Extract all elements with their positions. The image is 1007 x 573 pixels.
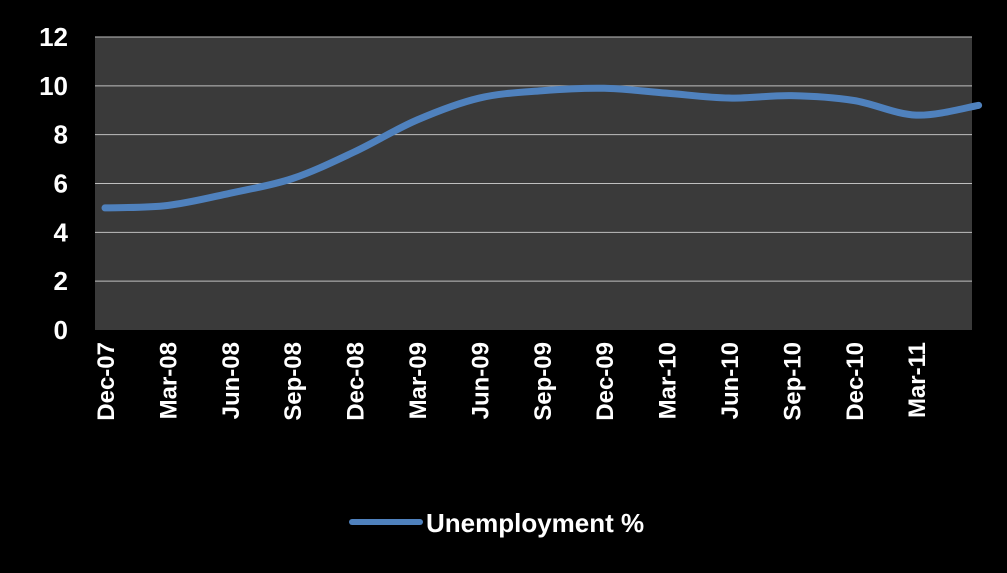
y-tick-label: 2 [54, 266, 68, 296]
x-tick-label: Mar-09 [405, 342, 432, 419]
x-axis-tick-labels: Dec-07 Mar-08 Jun-08 Sep-08 Dec-08 Mar-09 Jun-… [93, 342, 931, 421]
x-tick-label: Jun-09 [467, 342, 494, 419]
y-tick-label: 4 [54, 217, 69, 247]
x-tick-label: Dec-08 [343, 342, 370, 421]
x-tick-label: Mar-10 [655, 342, 682, 419]
x-tick-label: Mar-11 [904, 342, 931, 418]
x-tick-label: Dec-09 [592, 342, 619, 421]
x-tick-label: Dec-10 [842, 342, 869, 421]
y-axis-tick-labels: 0 2 4 6 8 10 12 [39, 22, 68, 345]
x-tick-label: Mar-08 [155, 342, 182, 419]
y-tick-label: 6 [54, 169, 68, 199]
legend-label-unemployment: Unemployment % [426, 508, 644, 538]
x-tick-label: Jun-10 [717, 342, 744, 419]
x-tick-label: Jun-08 [218, 342, 245, 419]
x-tick-label: Sep-09 [530, 342, 557, 421]
x-tick-label: Dec-07 [93, 342, 120, 421]
y-tick-label: 10 [39, 71, 68, 101]
y-tick-label: 8 [54, 120, 68, 150]
y-tick-label: 0 [54, 315, 68, 345]
legend: Unemployment % [352, 508, 644, 538]
y-tick-label: 12 [39, 22, 68, 52]
x-tick-label: Sep-10 [779, 342, 806, 421]
x-tick-label: Sep-08 [280, 342, 307, 421]
